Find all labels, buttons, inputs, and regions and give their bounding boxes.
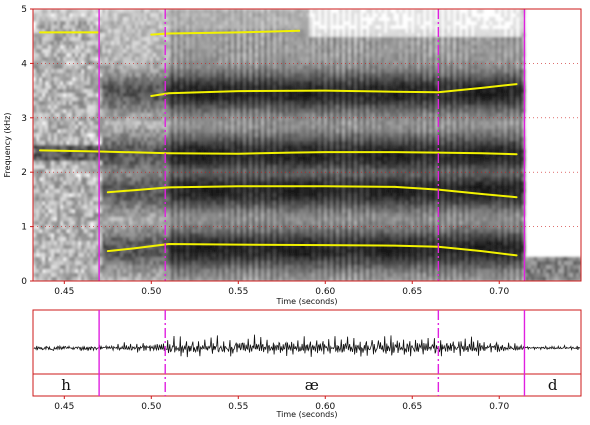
spectrogram-y-ticks: 0 1 2 3 4 5 [21,5,33,287]
waveform-panel: h æ d 0.45 0.50 0.55 0.60 0.65 0.70 Time (secon… [32,309,582,419]
x-tick-label: 0.65 [402,287,422,297]
x-tick-label: 0.45 [54,287,74,297]
waveform-boundaries [98,310,526,396]
spectrogram-grid [33,63,581,227]
spectrogram-boundaries [98,9,526,281]
y-tick-label: 3 [21,114,27,124]
y-tick-label: 1 [21,223,27,233]
x-tick-label: 0.45 [54,402,74,412]
x-tick-label: 0.70 [489,287,509,297]
y-tick-label: 5 [21,5,27,15]
spectrogram-frame [32,8,582,282]
y-tick-label: 0 [21,277,27,287]
x-tick-label: 0.50 [141,287,161,297]
x-tick-label: 0.60 [315,287,335,297]
waveform-trace [33,334,581,358]
waveform-x-axis-title: Time (seconds) [275,410,337,419]
segment-label: æ [305,376,319,394]
spectrogram-x-ticks: 0.45 0.50 0.55 0.60 0.65 0.70 [54,281,510,297]
x-tick-label: 0.60 [315,402,335,412]
x-tick-label: 0.55 [228,287,248,297]
y-tick-label: 4 [21,59,27,69]
segment-label: h [61,376,71,394]
formant-tracks [39,29,518,257]
x-tick-label: 0.65 [402,402,422,412]
segment-label: d [548,376,558,394]
x-tick-label: 0.55 [228,402,248,412]
y-tick-label: 2 [21,168,27,178]
formant-track [106,243,518,257]
spectrogram-y-axis-title: Frequency (kHz) [3,113,12,178]
x-tick-label: 0.70 [489,402,509,412]
spectrogram-panel: 0 1 2 3 4 5 0.45 0.50 0.55 0.60 0.65 0.70 Frequenc… [3,5,582,306]
waveform-x-ticks: 0.45 0.50 0.55 0.60 0.65 0.70 [54,396,510,412]
waveform-frame [32,309,582,397]
formant-track [39,149,518,156]
formant-track [106,185,518,199]
spectrogram-texture [33,9,581,281]
formant-track [150,83,518,97]
formant-track [150,29,301,36]
x-tick-label: 0.50 [141,402,161,412]
spectrogram-x-axis-title: Time (seconds) [275,297,337,306]
